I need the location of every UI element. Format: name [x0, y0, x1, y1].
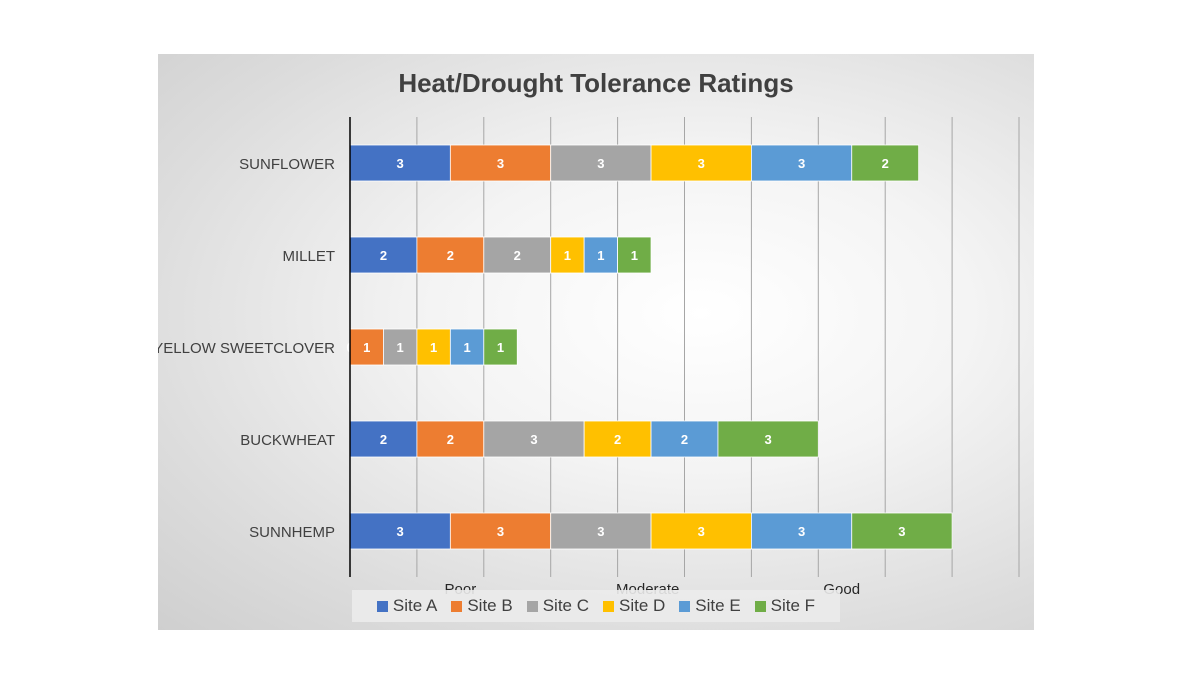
data-label: 3 — [698, 524, 705, 539]
bar-segment — [449, 144, 552, 182]
bar-segment — [550, 512, 652, 550]
legend-label: Site B — [467, 596, 513, 615]
category-label: SUNNHEMP — [249, 524, 335, 541]
bar-segment — [483, 420, 585, 458]
data-label: 3 — [798, 524, 805, 539]
legend-label: Site D — [619, 596, 666, 615]
data-label: 2 — [514, 248, 521, 263]
data-label: 1 — [430, 340, 437, 355]
data-label: 2 — [447, 248, 454, 263]
bar-segment — [851, 512, 953, 550]
legend-swatch — [603, 600, 614, 612]
data-label: 1 — [463, 340, 470, 355]
data-label: 3 — [497, 156, 504, 171]
data-label: 3 — [898, 524, 905, 539]
category-label: MILLET — [282, 248, 335, 265]
data-label: 3 — [798, 156, 805, 171]
bar-segment — [349, 144, 451, 182]
bar-segment — [617, 236, 652, 274]
data-label: 2 — [614, 432, 621, 447]
data-label: 1 — [363, 340, 370, 355]
bar-segment — [583, 236, 618, 274]
legend-swatch — [451, 600, 463, 612]
data-label: 2 — [882, 156, 889, 171]
legend: Site A Site B Site C Site D Site E Site F — [352, 590, 840, 622]
data-label: 2 — [447, 432, 454, 447]
data-label: 3 — [397, 156, 404, 171]
legend-item: Site A — [376, 596, 438, 616]
bar-segment — [550, 144, 652, 182]
data-label: 3 — [397, 524, 404, 539]
bar-segment — [349, 236, 418, 274]
bar-segment — [383, 328, 418, 366]
legend-item: Site D — [603, 596, 665, 616]
legend-swatch — [679, 600, 691, 612]
bar-segment — [349, 420, 418, 458]
bar-segment — [449, 512, 552, 550]
legend-item: Site B — [451, 596, 513, 616]
data-label: 1 — [597, 248, 604, 263]
bar-segment — [483, 328, 518, 366]
bar-segment — [550, 236, 585, 274]
legend-label: Site C — [542, 596, 589, 615]
bar-segment — [583, 420, 652, 458]
data-label: 3 — [765, 432, 772, 447]
legend-label: Site A — [392, 596, 438, 615]
category-label: SUNFLOWER — [239, 156, 335, 173]
bar-segment — [717, 420, 819, 458]
legend-swatch — [526, 600, 538, 612]
data-label: 3 — [698, 156, 705, 171]
bar-segment — [751, 144, 853, 182]
bar-segment — [349, 512, 451, 550]
data-label: 1 — [397, 340, 404, 355]
plot-area: SUNFLOWER 3 3 3 3 3 2 MILLET 2 2 2 1 1 1 YELLOW SWEETC… — [158, 117, 1020, 598]
data-label: 3 — [597, 524, 604, 539]
data-label: 3 — [597, 156, 604, 171]
legend-swatch — [376, 600, 388, 612]
chart-title: Heat/Drought Tolerance Ratings — [398, 68, 794, 98]
bar-segment — [449, 328, 485, 366]
bar-segment — [650, 512, 752, 550]
legend-item: Site C — [526, 596, 589, 616]
category-label: YELLOW SWEETCLOVER — [158, 340, 335, 357]
data-label: 1 — [564, 248, 571, 263]
bar-segment — [483, 236, 552, 274]
data-label: 1 — [497, 340, 504, 355]
data-label: 3 — [530, 432, 537, 447]
category-label: BUCKWHEAT — [240, 432, 335, 449]
bar-segment — [650, 144, 752, 182]
legend-label: Site E — [695, 596, 741, 615]
legend-item: Site E — [679, 596, 741, 616]
bar-segment — [851, 144, 920, 182]
chart-area: Heat/Drought Tolerance Ratings SUNFLOWER… — [158, 54, 1034, 630]
legend-item: Site F — [754, 596, 816, 616]
data-label: 2 — [681, 432, 688, 447]
legend-swatch — [754, 600, 766, 612]
bar-segment — [416, 328, 451, 366]
data-label: 2 — [380, 432, 387, 447]
data-label: 3 — [497, 524, 504, 539]
data-label: 2 — [380, 248, 387, 263]
bar-segment — [650, 420, 719, 458]
data-label: 1 — [631, 248, 638, 263]
legend-label: Site F — [770, 596, 816, 615]
